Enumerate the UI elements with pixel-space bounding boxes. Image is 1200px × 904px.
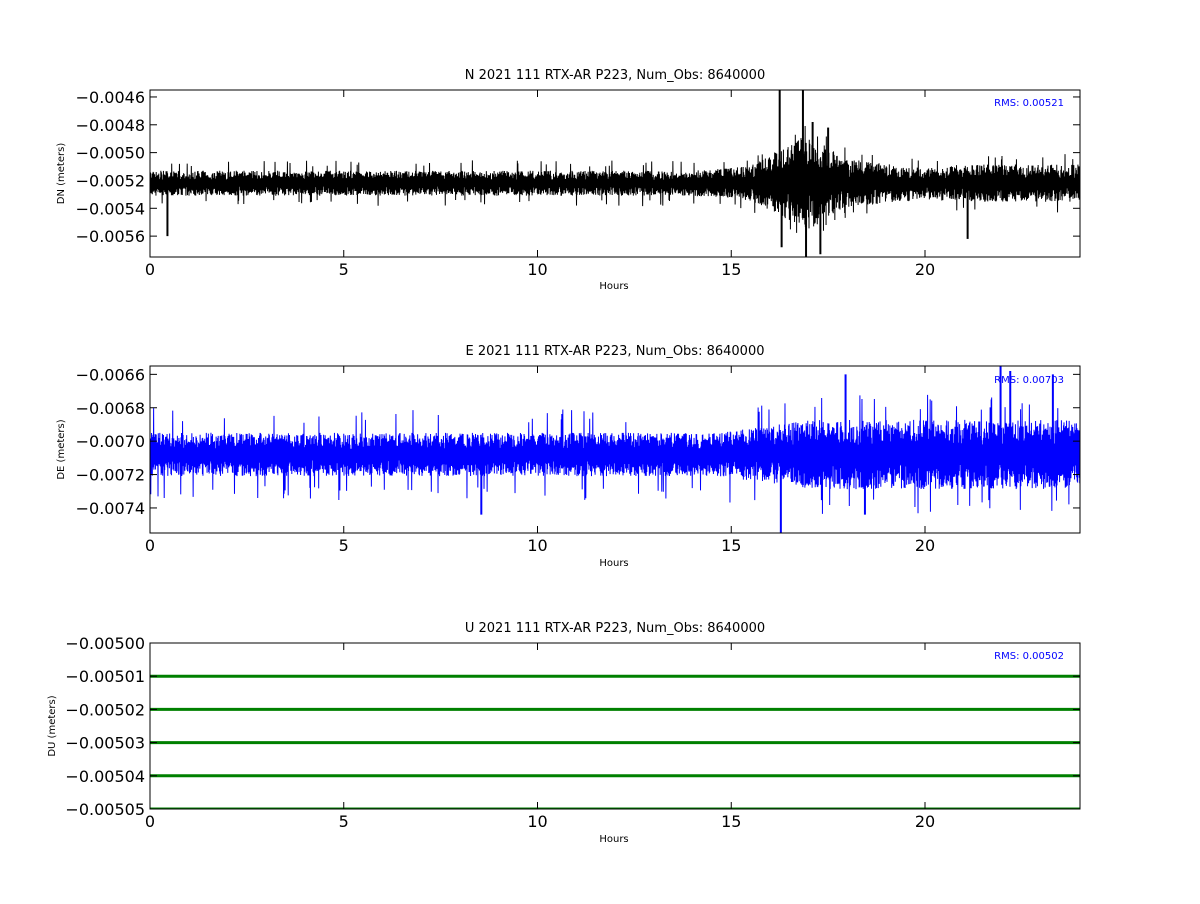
x-axis-label: Hours (599, 558, 628, 569)
y-tick-label: −0.0074 (76, 499, 145, 518)
rms-label: RMS: 0.00521 (994, 98, 1064, 109)
tick-group: −0.0056 −0.0054 −0.0052 −0.0050 −0.0048 −0.00… (76, 88, 1080, 279)
panel-north: N 2021 111 RTX-AR P223, Num_Obs: 8640000… (56, 68, 1081, 292)
x-tick-label: 10 (527, 536, 547, 555)
x-tick-label: 5 (339, 536, 349, 555)
x-tick-label: 15 (721, 812, 741, 831)
y-tick-label: −0.00500 (65, 634, 145, 653)
x-tick-label: 15 (721, 536, 741, 555)
y-tick-label: −0.00504 (65, 767, 145, 786)
series-line (150, 126, 1080, 233)
rms-label: RMS: 0.00502 (994, 651, 1064, 662)
tick-group: −0.00505 −0.00504 −0.00503 −0.00502 −0.00501… (65, 634, 1080, 831)
x-tick-label: 20 (915, 536, 935, 555)
panel-up: U 2021 111 RTX-AR P223, Num_Obs: 8640000… (47, 621, 1081, 845)
y-axis-label: DE (meters) (56, 419, 67, 479)
y-tick-label: −0.0050 (76, 144, 145, 163)
y-tick-label: −0.00505 (65, 800, 145, 819)
x-tick-label: 5 (339, 812, 349, 831)
panel-east: E 2021 111 RTX-AR P223, Num_Obs: 8640000… (56, 344, 1081, 569)
x-tick-label: 20 (915, 812, 935, 831)
y-tick-label: −0.0054 (76, 199, 145, 218)
y-tick-label: −0.0052 (76, 171, 145, 190)
y-tick-label: −0.0056 (76, 227, 145, 246)
x-tick-label: 5 (339, 260, 349, 279)
y-tick-label: −0.0072 (76, 466, 145, 485)
y-tick-label: −0.00501 (65, 667, 145, 686)
x-tick-label: 10 (527, 260, 547, 279)
y-axis-label: DU (meters) (47, 695, 58, 756)
x-tick-label: 20 (915, 260, 935, 279)
x-axis-label: Hours (599, 281, 628, 292)
panel-title: E 2021 111 RTX-AR P223, Num_Obs: 8640000 (466, 344, 765, 359)
y-tick-label: −0.00503 (65, 734, 145, 753)
x-tick-label: 15 (721, 260, 741, 279)
y-tick-label: −0.0070 (76, 432, 145, 451)
x-tick-label: 10 (527, 812, 547, 831)
series-group (150, 674, 1080, 809)
x-tick-label: 0 (145, 536, 155, 555)
plot-frame (149, 642, 1081, 810)
tick-group: −0.0074 −0.0072 −0.0070 −0.0068 −0.0066 0 5 10 1… (76, 365, 1080, 555)
x-tick-label: 0 (145, 812, 155, 831)
y-tick-label: −0.0066 (76, 365, 145, 384)
rms-label: RMS: 0.00703 (994, 375, 1064, 386)
y-tick-label: −0.0048 (76, 116, 145, 135)
panel-title: U 2021 111 RTX-AR P223, Num_Obs: 8640000 (465, 621, 765, 636)
x-axis-label: Hours (599, 834, 628, 845)
series-group (150, 90, 1080, 257)
series-line (150, 394, 1080, 514)
x-tick-label: 0 (145, 260, 155, 279)
y-tick-label: −0.0068 (76, 399, 145, 418)
y-tick-label: −0.0046 (76, 88, 145, 107)
y-axis-label: DN (meters) (56, 143, 67, 205)
y-tick-label: −0.00502 (65, 700, 145, 719)
plot-frame (149, 365, 1081, 534)
panel-title: N 2021 111 RTX-AR P223, Num_Obs: 8640000 (465, 68, 765, 83)
series-group (150, 366, 1080, 533)
plot-frame (149, 89, 1081, 258)
